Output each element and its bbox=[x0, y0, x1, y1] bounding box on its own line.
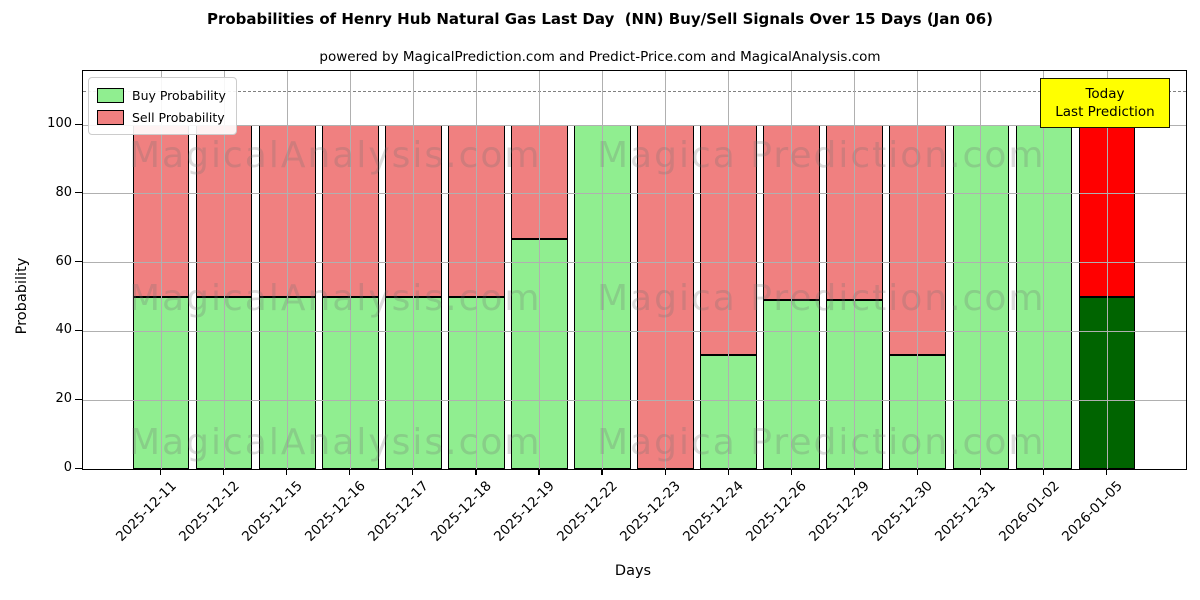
v-gridline bbox=[601, 71, 603, 469]
x-tick-label: 2025-12-30 bbox=[869, 478, 937, 545]
v-gridline bbox=[538, 71, 540, 469]
legend-label-buy: Buy Probability bbox=[132, 87, 226, 103]
today-annotation-line1: Today bbox=[1085, 86, 1125, 102]
legend-item-sell: Sell Probability bbox=[97, 106, 226, 128]
v-gridline bbox=[728, 71, 730, 469]
x-tick-label: 2025-12-29 bbox=[806, 478, 874, 545]
y-tick-label: 20 bbox=[55, 391, 72, 407]
v-gridline bbox=[286, 71, 288, 469]
v-gridline bbox=[1106, 71, 1108, 469]
threshold-dashed-line bbox=[83, 90, 1186, 92]
y-tick-label: 0 bbox=[63, 460, 72, 475]
x-tick-mark bbox=[475, 469, 477, 475]
x-tick-label: 2025-12-17 bbox=[364, 478, 432, 545]
x-tick-label: 2026-01-05 bbox=[1058, 478, 1126, 545]
today-annotation-line2: Last Prediction bbox=[1055, 104, 1155, 120]
x-tick-label: 2025-12-23 bbox=[617, 478, 684, 545]
v-gridline bbox=[349, 71, 351, 469]
chart-subtitle: powered by MagicalPrediction.com and Pre… bbox=[319, 49, 881, 65]
plot-area bbox=[82, 70, 1187, 470]
h-gridline bbox=[83, 262, 1186, 264]
v-gridline bbox=[1043, 71, 1045, 469]
today-annotation-box: Today Last Prediction bbox=[1040, 78, 1170, 128]
x-tick-mark bbox=[286, 469, 288, 475]
x-tick-mark bbox=[223, 469, 225, 475]
v-gridline bbox=[791, 71, 793, 469]
legend-item-buy: Buy Probability bbox=[97, 84, 226, 106]
v-gridline bbox=[223, 71, 225, 469]
x-tick-mark bbox=[1106, 469, 1108, 475]
y-tick-mark bbox=[75, 261, 83, 263]
v-gridline bbox=[412, 71, 414, 469]
v-gridline bbox=[475, 71, 477, 469]
h-gridline bbox=[83, 193, 1186, 195]
x-tick-label: 2025-12-12 bbox=[175, 478, 243, 545]
v-gridline bbox=[854, 71, 856, 469]
y-tick-mark bbox=[75, 192, 83, 194]
h-gridline bbox=[83, 124, 1186, 126]
x-tick-mark bbox=[727, 469, 729, 475]
x-tick-label: 2025-12-15 bbox=[238, 478, 306, 545]
y-tick-label: 80 bbox=[55, 184, 72, 200]
x-tick-mark bbox=[853, 469, 855, 475]
x-tick-mark bbox=[790, 469, 792, 475]
y-tick-mark bbox=[75, 398, 83, 400]
chart-title: Probabilities of Henry Hub Natural Gas L… bbox=[206, 10, 994, 28]
x-tick-mark bbox=[916, 469, 919, 475]
legend: Buy Probability Sell Probability bbox=[88, 77, 237, 135]
x-tick-label: 2025-12-11 bbox=[112, 478, 180, 545]
x-tick-label: 2025-12-26 bbox=[743, 478, 811, 545]
v-gridline bbox=[160, 71, 162, 469]
x-axis-label: Days bbox=[614, 563, 652, 579]
buy-swatch-icon bbox=[97, 87, 124, 103]
h-gridline bbox=[83, 330, 1186, 332]
x-tick-label: 2025-12-22 bbox=[554, 478, 621, 545]
v-gridline bbox=[980, 71, 982, 469]
x-tick-mark bbox=[538, 469, 540, 475]
y-tick-mark bbox=[75, 467, 83, 469]
x-tick-mark bbox=[664, 469, 666, 475]
x-tick-mark bbox=[160, 469, 162, 475]
y-tick-label: 100 bbox=[47, 116, 72, 131]
x-tick-mark bbox=[601, 469, 603, 475]
x-tick-label: 2025-12-31 bbox=[932, 478, 1000, 545]
x-tick-mark bbox=[412, 469, 414, 475]
x-tick-label: 2025-12-24 bbox=[680, 478, 747, 545]
x-tick-label: 2025-12-19 bbox=[490, 478, 558, 545]
sell-swatch-icon bbox=[97, 109, 124, 125]
y-tick-label: 60 bbox=[55, 253, 72, 269]
v-gridline bbox=[917, 71, 919, 469]
y-tick-mark bbox=[75, 123, 83, 125]
x-tick-label: 2025-12-16 bbox=[301, 478, 369, 545]
x-tick-mark bbox=[1042, 469, 1045, 475]
x-tick-label: 2026-01-02 bbox=[995, 478, 1063, 545]
y-tick-label: 40 bbox=[55, 322, 72, 338]
h-gridline bbox=[83, 399, 1186, 401]
x-tick-mark bbox=[349, 469, 351, 475]
x-tick-label: 2025-12-18 bbox=[427, 478, 495, 545]
y-tick-mark bbox=[75, 329, 83, 332]
x-tick-mark bbox=[979, 469, 982, 475]
legend-label-sell: Sell Probability bbox=[132, 109, 225, 125]
v-gridline bbox=[665, 71, 667, 469]
